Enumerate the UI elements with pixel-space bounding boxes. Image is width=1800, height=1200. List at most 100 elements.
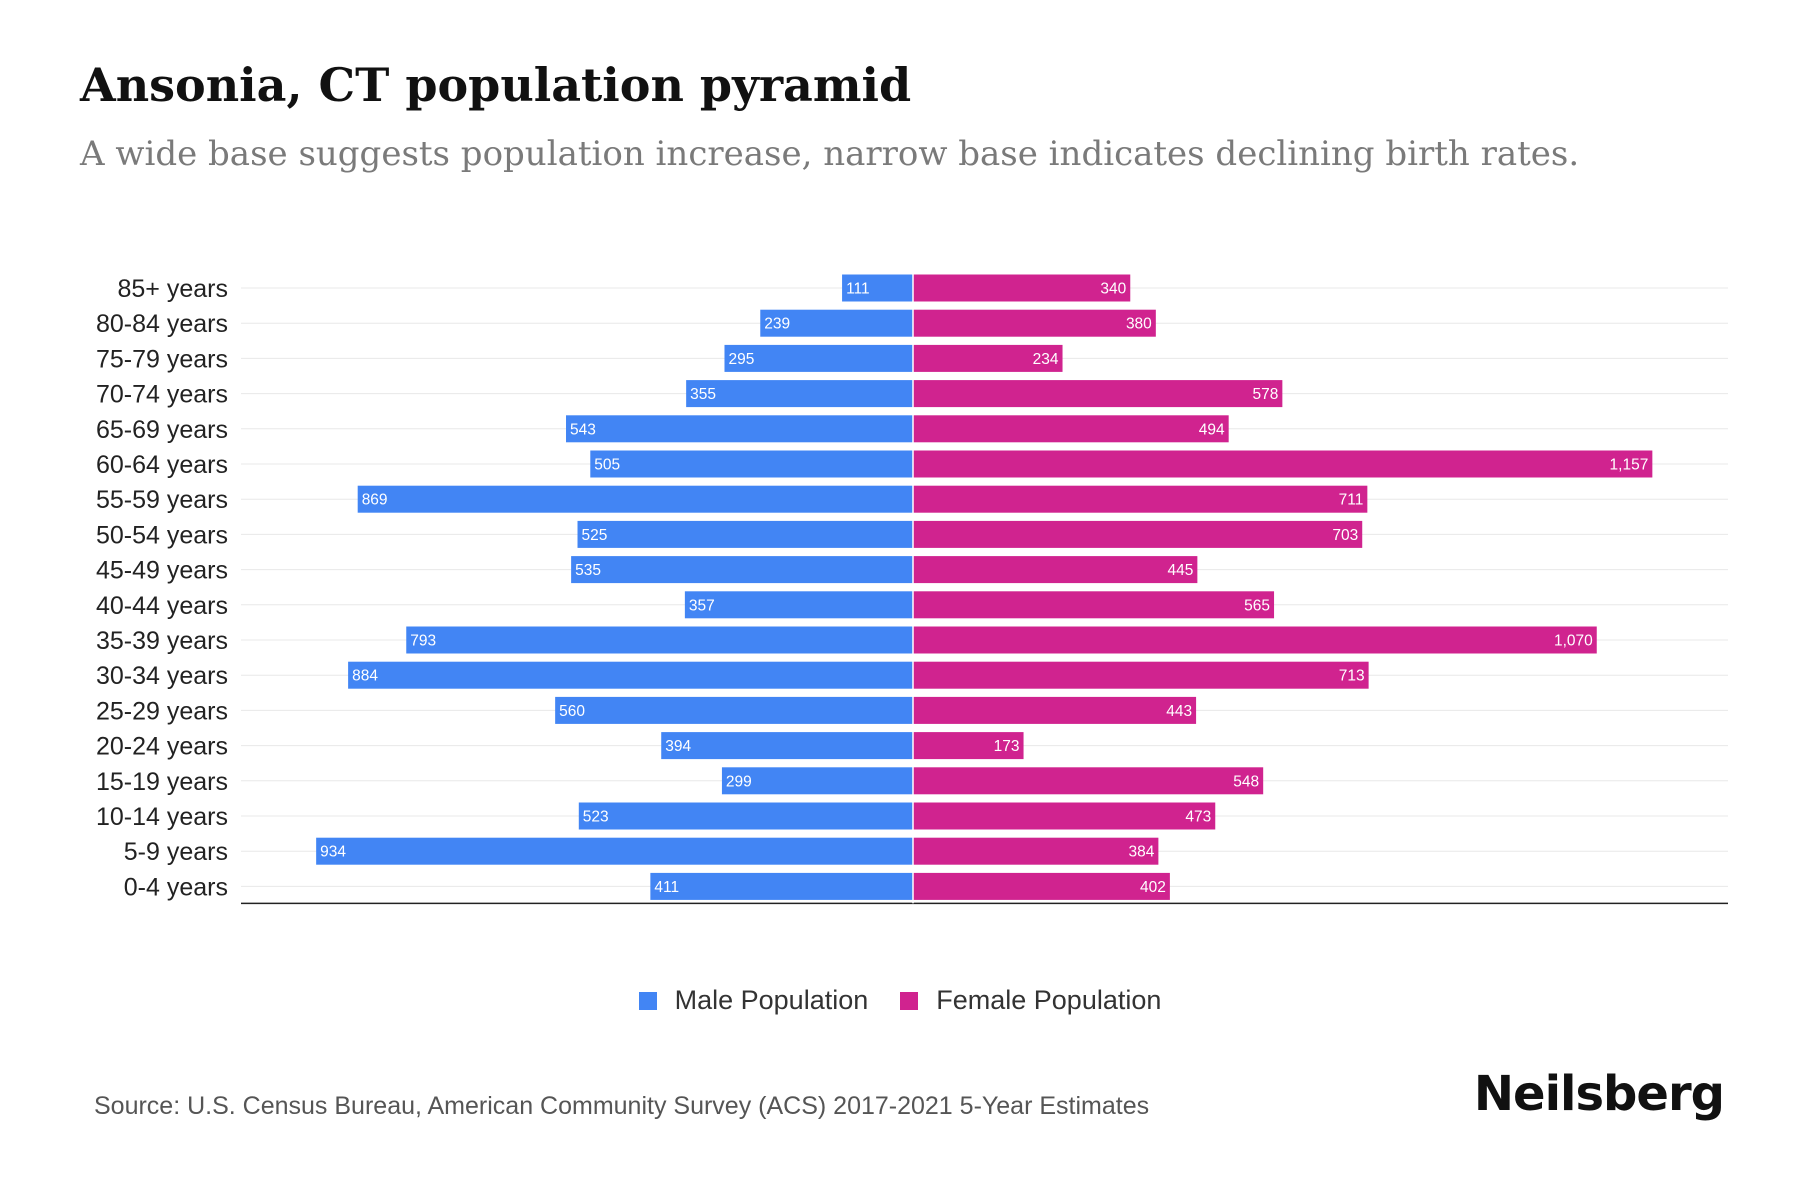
bar-male xyxy=(684,591,913,619)
data-label-male: 394 xyxy=(665,738,691,755)
data-label-female: 380 xyxy=(1126,316,1152,333)
bar-female xyxy=(913,450,1653,478)
legend-swatch-male xyxy=(638,991,657,1010)
bar-female xyxy=(913,872,1170,900)
bar-female xyxy=(913,274,1131,302)
bar-female xyxy=(913,626,1597,654)
bar-female xyxy=(913,485,1368,513)
category-label: 25-29 years xyxy=(96,697,228,725)
data-label-male: 299 xyxy=(726,773,752,790)
data-label-female: 565 xyxy=(1244,597,1270,614)
bar-male xyxy=(577,520,913,548)
data-label-female: 234 xyxy=(1033,351,1059,368)
chart-title: Ansonia, CT population pyramid xyxy=(80,58,912,112)
data-label-female: 1,070 xyxy=(1554,633,1593,650)
bar-female xyxy=(913,837,1159,865)
data-label-male: 525 xyxy=(582,527,608,544)
data-label-female: 494 xyxy=(1199,421,1225,438)
bar-male xyxy=(316,837,913,865)
data-label-male: 869 xyxy=(362,492,388,509)
bar-male xyxy=(566,415,913,443)
bar-male xyxy=(686,380,913,408)
bar-female xyxy=(913,696,1197,724)
bar-male xyxy=(760,309,913,337)
data-label-female: 713 xyxy=(1339,668,1365,685)
category-label: 65-69 years xyxy=(96,416,228,444)
brand-logo: Neilsberg xyxy=(1473,1066,1725,1122)
data-label-female: 445 xyxy=(1167,562,1193,579)
data-label-male: 505 xyxy=(594,457,620,474)
bar-female xyxy=(913,415,1229,443)
data-label-male: 111 xyxy=(846,281,870,298)
category-label: 35-39 years xyxy=(96,627,228,655)
data-label-male: 355 xyxy=(690,386,716,403)
data-label-female: 1,157 xyxy=(1610,457,1649,474)
category-label: 85+ years xyxy=(118,275,229,303)
category-label: 50-54 years xyxy=(96,521,228,549)
bar-female xyxy=(913,591,1275,619)
category-label: 10-14 years xyxy=(96,803,228,831)
bar-female xyxy=(913,767,1264,795)
bar-female xyxy=(913,309,1156,337)
source-note: Source: U.S. Census Bureau, American Com… xyxy=(94,1092,1150,1120)
chart-subtitle: A wide base suggests population increase… xyxy=(80,134,1580,174)
chart-legend: Male Population Female Population xyxy=(0,985,1800,1016)
data-label-female: 473 xyxy=(1185,809,1211,826)
category-label: 60-64 years xyxy=(96,451,228,479)
bar-female xyxy=(913,344,1063,372)
bar-male xyxy=(590,450,913,478)
bar-male xyxy=(406,626,913,654)
legend-label-female: Female Population xyxy=(936,985,1162,1015)
data-label-male: 357 xyxy=(689,597,715,614)
bar-female xyxy=(913,732,1024,760)
bar-male xyxy=(357,485,914,513)
data-label-female: 548 xyxy=(1233,773,1259,790)
category-label: 75-79 years xyxy=(96,345,228,373)
category-label: 0-4 years xyxy=(124,873,228,901)
category-label: 30-34 years xyxy=(96,662,228,690)
category-label: 70-74 years xyxy=(96,381,228,409)
bar-female xyxy=(913,380,1283,408)
data-label-female: 578 xyxy=(1252,386,1278,403)
data-label-female: 340 xyxy=(1100,281,1126,298)
data-label-female: 443 xyxy=(1166,703,1192,720)
bar-female xyxy=(913,802,1216,830)
legend-item-female: Female Population xyxy=(900,985,1161,1016)
bar-male xyxy=(661,732,913,760)
category-label: 55-59 years xyxy=(96,486,228,514)
data-label-male: 884 xyxy=(352,668,378,685)
data-label-female: 402 xyxy=(1140,879,1166,896)
category-label: 20-24 years xyxy=(96,733,228,761)
bar-male xyxy=(571,556,913,584)
data-label-male: 934 xyxy=(320,844,346,861)
bar-male xyxy=(650,872,913,900)
category-label: 15-19 years xyxy=(96,768,228,796)
data-label-female: 384 xyxy=(1129,844,1155,861)
bar-female xyxy=(913,661,1369,689)
legend-label-male: Male Population xyxy=(674,985,869,1015)
data-label-male: 560 xyxy=(559,703,585,720)
category-label: 45-49 years xyxy=(96,557,228,585)
legend-swatch-female xyxy=(900,991,919,1010)
category-label: 40-44 years xyxy=(96,592,228,620)
data-label-female: 703 xyxy=(1332,527,1358,544)
data-label-female: 711 xyxy=(1339,492,1364,509)
data-label-male: 239 xyxy=(764,316,790,333)
data-label-female: 173 xyxy=(994,738,1020,755)
bar-female xyxy=(913,520,1363,548)
bar-male xyxy=(555,696,913,724)
bar-male xyxy=(348,661,913,689)
bar-male xyxy=(724,344,913,372)
bar-female xyxy=(913,556,1198,584)
legend-item-male: Male Population xyxy=(638,985,869,1016)
data-label-male: 535 xyxy=(575,562,601,579)
data-label-male: 523 xyxy=(583,809,609,826)
data-label-male: 793 xyxy=(410,633,436,650)
data-label-male: 411 xyxy=(654,879,679,896)
bar-male xyxy=(578,802,913,830)
category-label: 5-9 years xyxy=(124,838,228,866)
data-label-male: 543 xyxy=(570,421,596,438)
data-label-male: 295 xyxy=(728,351,754,368)
bar-male xyxy=(842,274,913,302)
